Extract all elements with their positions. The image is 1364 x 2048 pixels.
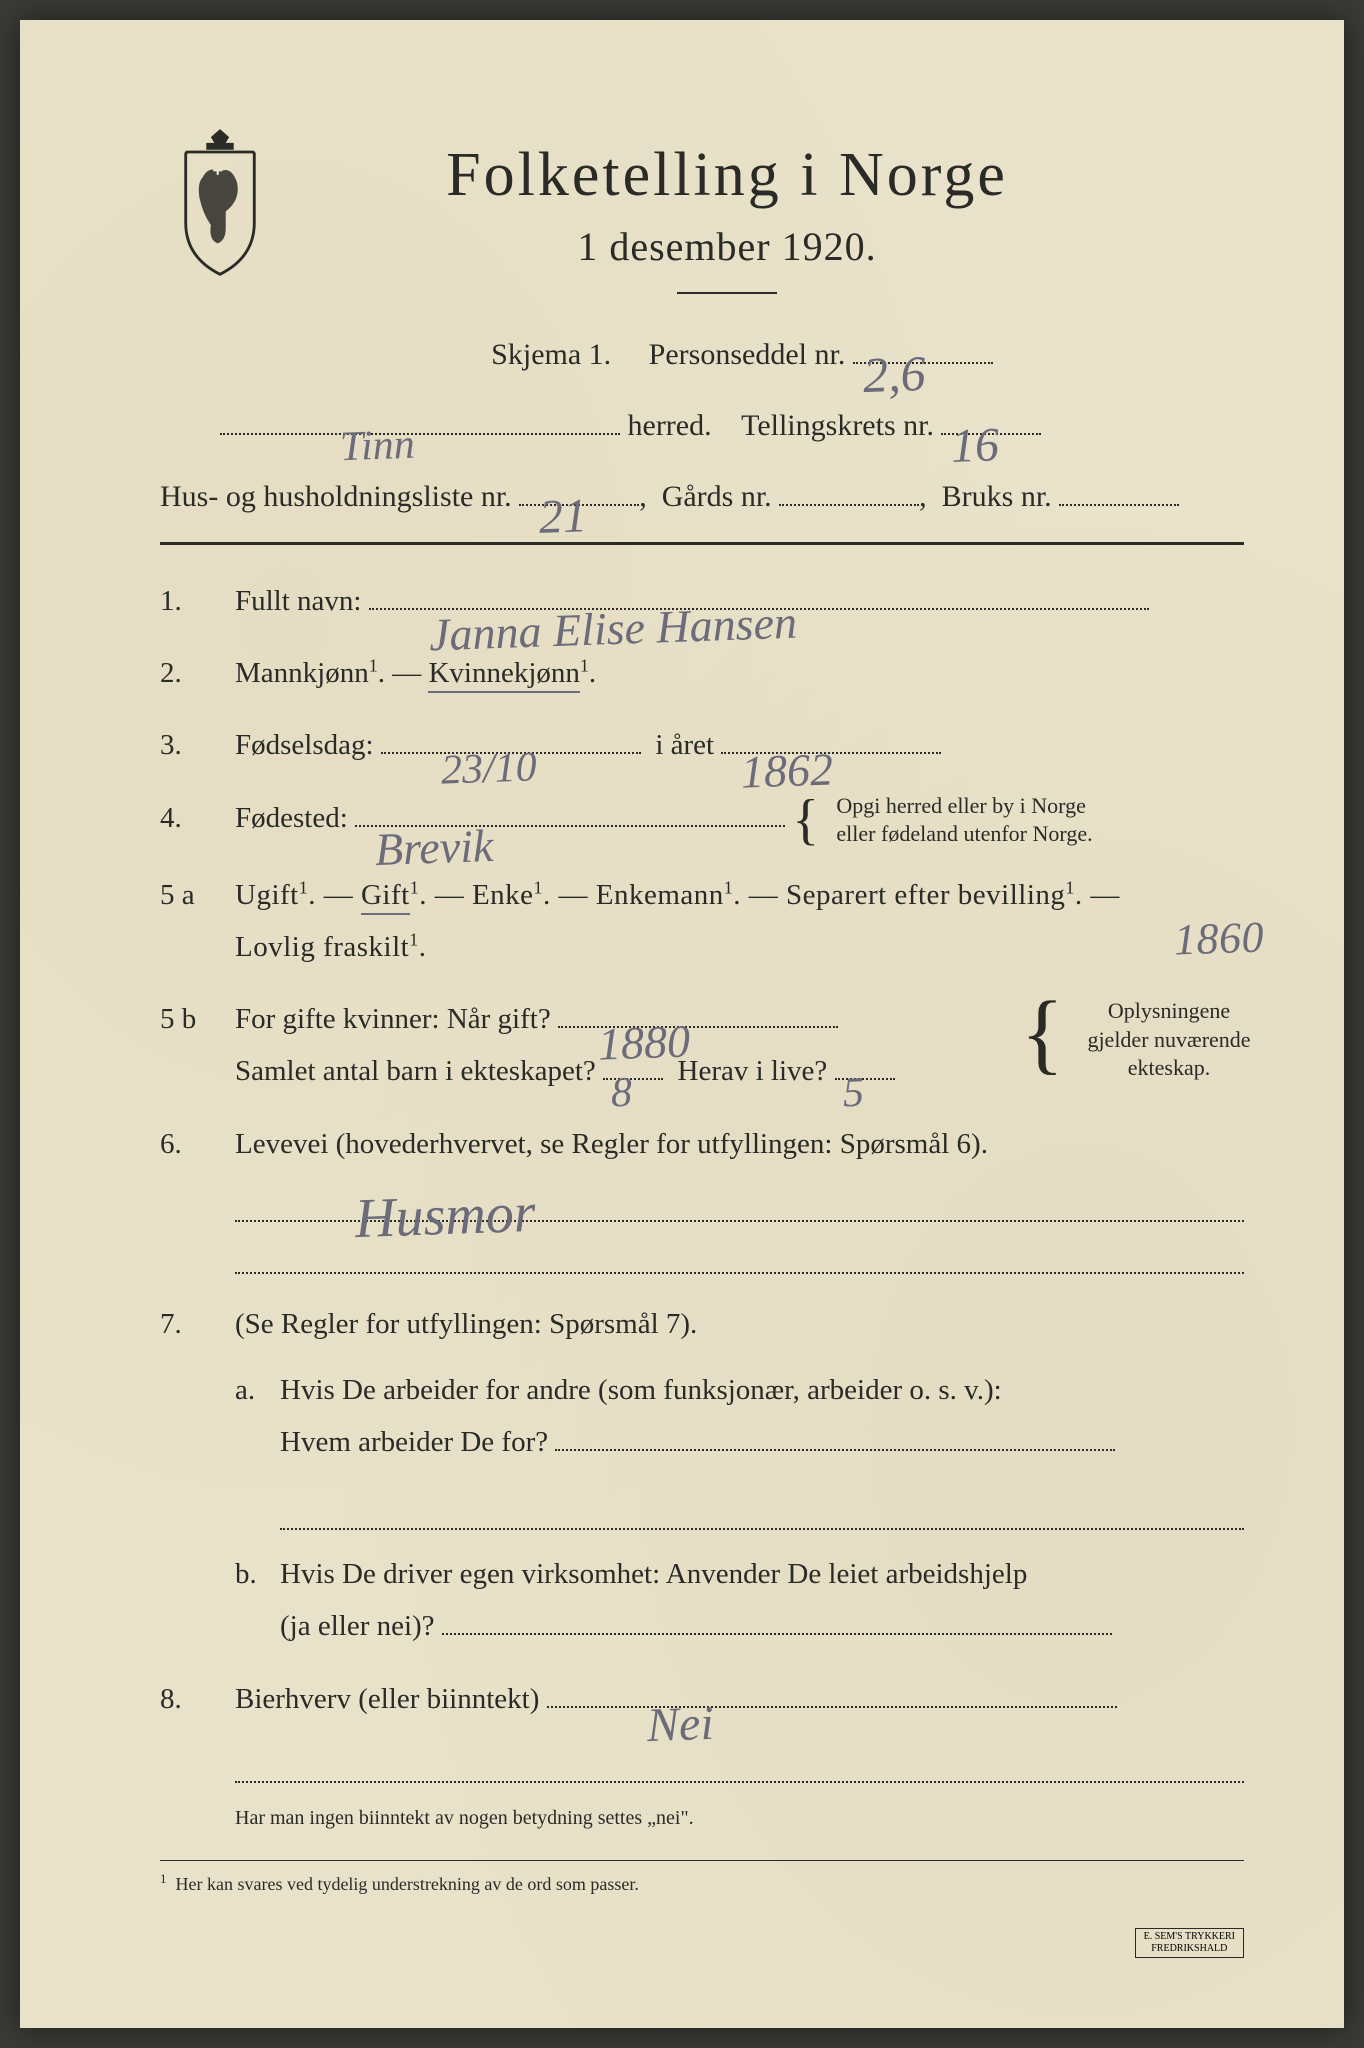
herred-field: Tinn — [220, 433, 620, 435]
divider — [677, 292, 777, 294]
q5b-live-field: 5 — [835, 1078, 895, 1080]
q1-num: 1. — [160, 575, 235, 627]
q3-text: Fødselsdag: 23/10 i året 1862 — [235, 719, 1244, 771]
question-6: 6. Levevei (hovederhvervet, se Regler fo… — [160, 1118, 1244, 1278]
q4-text: Fødested: Brevik { Opgi herred eller by … — [235, 792, 1244, 849]
question-8: 8. Bierhverv (eller biinntekt) Nei — [160, 1673, 1244, 1787]
q7b-field — [442, 1633, 1112, 1635]
herred-label: herred. — [628, 409, 712, 442]
q7b-body: Hvis De driver egen virksomhet: Anvender… — [280, 1548, 1244, 1652]
q8-field-2 — [235, 1735, 1244, 1783]
q7a-body: Hvis De arbeider for andre (som funksjon… — [280, 1364, 1244, 1534]
bruks-field — [1059, 504, 1179, 506]
q4-label: Fødested: — [235, 802, 348, 834]
footer-note-2: 1 Her kan svares ved tydelig understrekn… — [160, 1871, 1244, 1895]
skjema-line: Skjema 1. Personseddel nr. 2,6 — [160, 329, 1244, 380]
question-3: 3. Fødselsdag: 23/10 i året 1862 — [160, 719, 1244, 771]
q2-text: Mannkjønn1. — Kvinnekjønn1. — [235, 647, 1244, 699]
husliste-line: Hus- og husholdningsliste nr. 21 , Gårds… — [160, 471, 1244, 522]
husliste-label: Hus- og husholdningsliste nr. — [160, 480, 512, 513]
q5a-num: 5 a — [160, 869, 235, 973]
q8-label: Bierhverv (eller biinntekt) — [235, 1683, 539, 1715]
q2-num: 2. — [160, 647, 235, 699]
q5b-label1: For gifte kvinner: Når gift? — [235, 1003, 551, 1035]
q7-num: 7. — [160, 1298, 235, 1653]
q7a-label: a. — [235, 1364, 280, 1534]
tellingskrets-field: 16 — [941, 433, 1041, 435]
printer-stamp: E. SEM'S TRYKKERI FREDRIKSHALD — [1135, 1928, 1244, 1958]
q4-note: Opgi herred eller by i Norge eller fødel… — [836, 792, 1092, 849]
main-title: Folketelling i Norge — [310, 140, 1144, 211]
q5b-num: 5 b — [160, 993, 235, 1097]
question-1: 1. Fullt navn: Janna Elise Hansen — [160, 575, 1244, 627]
q3-day-field: 23/10 — [381, 752, 641, 754]
q3-year-field: 1862 — [721, 752, 941, 754]
header-block: Folketelling i Norge 1 desember 1920. — [160, 140, 1244, 324]
q5b-margin-value: 1860 — [1173, 897, 1266, 979]
q7b-label: b. — [235, 1548, 280, 1652]
q6-text: Levevei (hovederhvervet, se Regler for u… — [235, 1118, 1244, 1278]
q3-label: Fødselsdag: — [235, 729, 374, 761]
q2-female-underlined: Kvinnekjønn — [428, 657, 579, 693]
q5b-label2: Samlet antal barn i ekteskapet? — [235, 1055, 596, 1087]
q1-label: Fullt navn: — [235, 585, 361, 617]
tellingskrets-label: Tellingskrets nr. — [741, 409, 934, 442]
question-4: 4. Fødested: Brevik { Opgi herred eller … — [160, 792, 1244, 849]
question-7: 7. (Se Regler for utfyllingen: Spørsmål … — [160, 1298, 1244, 1653]
q6-label: Levevei (hovederhvervet, se Regler for u… — [235, 1128, 988, 1160]
q4-field: Brevik — [355, 825, 785, 827]
q4-num: 4. — [160, 792, 235, 849]
herred-line: Tinn herred. Tellingskrets nr. 16 — [160, 400, 1244, 451]
q1-text: Fullt navn: Janna Elise Hansen — [235, 575, 1244, 627]
q3-num: 3. — [160, 719, 235, 771]
census-form-page: Folketelling i Norge 1 desember 1920. Sk… — [20, 20, 1344, 2028]
q2-male: Mannkjønn — [235, 657, 369, 689]
q6-field-2 — [235, 1226, 1244, 1274]
q7-text: (Se Regler for utfyllingen: Spørsmål 7).… — [235, 1298, 1244, 1653]
gards-label: Gårds nr. — [662, 480, 772, 513]
q7-label: (Se Regler for utfyllingen: Spørsmål 7). — [235, 1308, 697, 1340]
personseddel-label: Personseddel nr. — [649, 338, 846, 371]
title-block: Folketelling i Norge 1 desember 1920. — [310, 140, 1244, 324]
q1-field: Janna Elise Hansen — [369, 608, 1149, 610]
q5b-note: Oplysningene gjelder nuværende ekteskap. — [1074, 997, 1264, 1083]
q5b-year-field: 1880 — [558, 1026, 838, 1028]
q5b-label3: Herav i live? — [678, 1055, 828, 1087]
question-2: 2. Mannkjønn1. — Kvinnekjønn1. — [160, 647, 1244, 699]
q8-field: Nei — [547, 1706, 1117, 1708]
skjema-label: Skjema 1. — [491, 338, 611, 371]
q8-num: 8. — [160, 1673, 235, 1787]
q6-field-1: Husmor — [235, 1174, 1244, 1222]
q8-text: Bierhverv (eller biinntekt) Nei — [235, 1673, 1244, 1787]
footnote-rule — [160, 1860, 1244, 1861]
brace-icon: { — [1021, 1011, 1064, 1056]
husliste-field: 21 — [519, 504, 639, 506]
q7a-field — [555, 1449, 1115, 1451]
q3-year-label: i året — [655, 729, 714, 761]
bruks-label: Bruks nr. — [942, 480, 1052, 513]
footer-note-1: Har man ingen biinntekt av nogen betydni… — [160, 1807, 1244, 1830]
question-5b: 5 b For gifte kvinner: Når gift? 1880 { … — [160, 993, 1244, 1097]
q7a-field-2 — [280, 1482, 1244, 1530]
brace-icon: { — [792, 798, 819, 843]
q5a-gift-underlined: Gift — [361, 879, 410, 915]
gards-field — [779, 504, 919, 506]
q5a-text: Ugift1. — Gift1. — Enke1. — Enkemann1. —… — [235, 869, 1244, 973]
personseddel-field: 2,6 — [853, 362, 993, 364]
husliste-value: 21 — [538, 475, 589, 558]
q5b-barn-field: 8 — [603, 1078, 663, 1080]
subtitle-date: 1 desember 1920. — [310, 223, 1144, 270]
q5b-text: For gifte kvinner: Når gift? 1880 { Oply… — [235, 993, 1244, 1097]
norwegian-coat-of-arms-icon — [160, 120, 280, 280]
question-5a: 5 a Ugift1. — Gift1. — Enke1. — Enkemann… — [160, 869, 1244, 973]
q6-num: 6. — [160, 1118, 235, 1278]
section-rule — [160, 542, 1244, 545]
